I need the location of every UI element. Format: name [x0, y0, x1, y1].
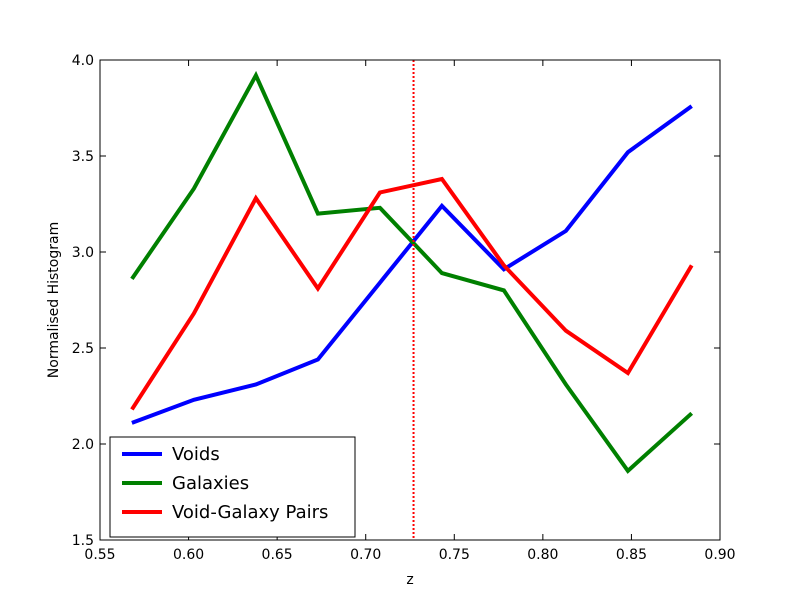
y-tick-label: 4.0: [72, 53, 94, 69]
y-axis: 1.5 2.0 2.5 3.0 3.5 4.0: [72, 53, 720, 549]
x-tick-label: 0.80: [527, 547, 558, 563]
x-tick-label: 0.90: [704, 547, 735, 563]
y-tick-label: 2.5: [72, 341, 94, 357]
x-tick-label: 0.75: [439, 547, 470, 563]
series-line-voids: [131, 104, 693, 425]
x-tick-label: 0.85: [616, 547, 647, 563]
y-tick-label: 3.5: [72, 149, 94, 165]
legend-entry: Galaxies: [172, 473, 249, 494]
x-tick-label: 0.60: [173, 547, 204, 563]
x-axis-label: z: [406, 572, 413, 588]
y-axis-label: Normalised Histogram: [46, 222, 62, 378]
plot-frame: [99, 59, 721, 541]
legend-entry: Voids: [172, 444, 220, 465]
y-tick-label: 3.0: [72, 245, 94, 261]
x-tick-label: 0.55: [84, 547, 115, 563]
legend-entry: Void-Galaxy Pairs: [172, 502, 328, 523]
x-tick-label: 0.70: [350, 547, 381, 563]
series-line-void-galaxy-pairs: [130, 176, 694, 411]
x-tick-label: 0.65: [262, 547, 293, 563]
y-tick-label: 2.0: [72, 437, 94, 453]
legend: Voids Galaxies Void-Galaxy Pairs: [109, 436, 356, 538]
x-axis: 0.55 0.60 0.65 0.70 0.75 0.80 0.85 0.90: [84, 60, 736, 563]
series-line-galaxies: [130, 70, 694, 474]
y-tick-label: 1.5: [72, 533, 94, 549]
plot-lines: [130, 60, 694, 540]
